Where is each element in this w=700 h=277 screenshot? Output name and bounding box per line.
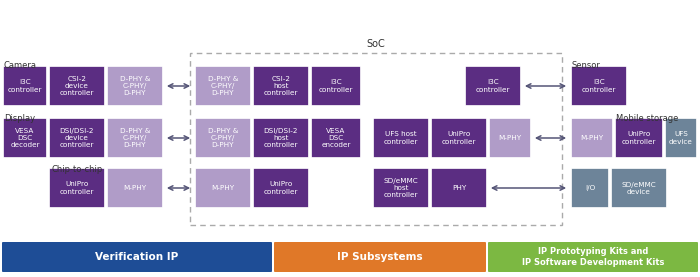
FancyBboxPatch shape — [253, 66, 309, 106]
FancyBboxPatch shape — [431, 119, 486, 158]
FancyBboxPatch shape — [571, 66, 626, 106]
FancyBboxPatch shape — [108, 168, 162, 207]
FancyBboxPatch shape — [571, 168, 608, 207]
FancyBboxPatch shape — [108, 119, 162, 158]
Text: UniPro
controller: UniPro controller — [622, 132, 657, 145]
FancyBboxPatch shape — [615, 119, 662, 158]
Text: DSI/DSI-2
device
controller: DSI/DSI-2 device controller — [60, 128, 94, 148]
Text: Verification IP: Verification IP — [95, 252, 178, 262]
Text: D-PHY &
C-PHY/
D-PHY: D-PHY & C-PHY/ D-PHY — [120, 76, 150, 96]
FancyBboxPatch shape — [108, 66, 162, 106]
FancyBboxPatch shape — [50, 66, 104, 106]
Text: Display: Display — [4, 114, 35, 123]
FancyBboxPatch shape — [489, 119, 531, 158]
Text: CSI-2
device
controller: CSI-2 device controller — [60, 76, 94, 96]
Text: Sensor: Sensor — [572, 61, 601, 70]
FancyBboxPatch shape — [195, 119, 251, 158]
Text: M-PHY: M-PHY — [498, 135, 522, 141]
FancyBboxPatch shape — [195, 66, 251, 106]
Text: I3C
controller: I3C controller — [8, 79, 42, 93]
Text: SD/eMMC
device: SD/eMMC device — [622, 181, 657, 194]
Text: PHY: PHY — [452, 185, 466, 191]
Text: I3C
controller: I3C controller — [476, 79, 510, 93]
Text: UFS host
controller: UFS host controller — [384, 132, 419, 145]
Text: DSI/DSI-2
host
controller: DSI/DSI-2 host controller — [264, 128, 298, 148]
FancyBboxPatch shape — [50, 168, 104, 207]
Text: VESA
DSC
decoder: VESA DSC decoder — [10, 128, 40, 148]
FancyBboxPatch shape — [571, 119, 612, 158]
Text: UFS
device: UFS device — [669, 132, 693, 145]
Text: SD/eMMC
host
controller: SD/eMMC host controller — [384, 178, 419, 198]
FancyBboxPatch shape — [374, 168, 428, 207]
Text: D-PHY &
C-PHY/
D-PHY: D-PHY & C-PHY/ D-PHY — [120, 128, 150, 148]
Text: M-PHY: M-PHY — [580, 135, 603, 141]
FancyBboxPatch shape — [488, 242, 698, 272]
Text: UniPro
controller: UniPro controller — [60, 181, 94, 194]
Text: IP Prototyping Kits and
IP Software Development Kits: IP Prototyping Kits and IP Software Deve… — [522, 247, 664, 267]
FancyBboxPatch shape — [4, 66, 46, 106]
FancyBboxPatch shape — [195, 168, 251, 207]
FancyBboxPatch shape — [666, 119, 696, 158]
FancyBboxPatch shape — [50, 119, 104, 158]
FancyBboxPatch shape — [253, 119, 309, 158]
FancyBboxPatch shape — [312, 66, 360, 106]
Text: I/O: I/O — [585, 185, 595, 191]
Text: IP Subsystems: IP Subsystems — [337, 252, 423, 262]
Text: I3C
controller: I3C controller — [582, 79, 616, 93]
FancyBboxPatch shape — [431, 168, 486, 207]
Text: M-PHY: M-PHY — [211, 185, 235, 191]
Text: CSI-2
host
controller: CSI-2 host controller — [264, 76, 298, 96]
FancyBboxPatch shape — [466, 66, 521, 106]
FancyBboxPatch shape — [374, 119, 428, 158]
Text: Mobile storage: Mobile storage — [616, 114, 678, 123]
Text: D-PHY &
C-PHY/
D-PHY: D-PHY & C-PHY/ D-PHY — [208, 128, 238, 148]
FancyBboxPatch shape — [612, 168, 666, 207]
FancyBboxPatch shape — [2, 242, 272, 272]
Bar — [190, 53, 562, 225]
FancyBboxPatch shape — [4, 119, 46, 158]
Text: D-PHY &
C-PHY/
D-PHY: D-PHY & C-PHY/ D-PHY — [208, 76, 238, 96]
FancyBboxPatch shape — [312, 119, 360, 158]
Text: M-PHY: M-PHY — [123, 185, 146, 191]
Text: VESA
DSC
encoder: VESA DSC encoder — [321, 128, 351, 148]
Text: UniPro
controller: UniPro controller — [442, 132, 476, 145]
Text: Chip-to-chip: Chip-to-chip — [52, 165, 104, 174]
Text: UniPro
controller: UniPro controller — [264, 181, 298, 194]
Text: SoC: SoC — [367, 39, 386, 49]
FancyBboxPatch shape — [274, 242, 486, 272]
Text: I3C
controller: I3C controller — [318, 79, 354, 93]
FancyBboxPatch shape — [253, 168, 309, 207]
Text: Camera: Camera — [4, 61, 37, 70]
